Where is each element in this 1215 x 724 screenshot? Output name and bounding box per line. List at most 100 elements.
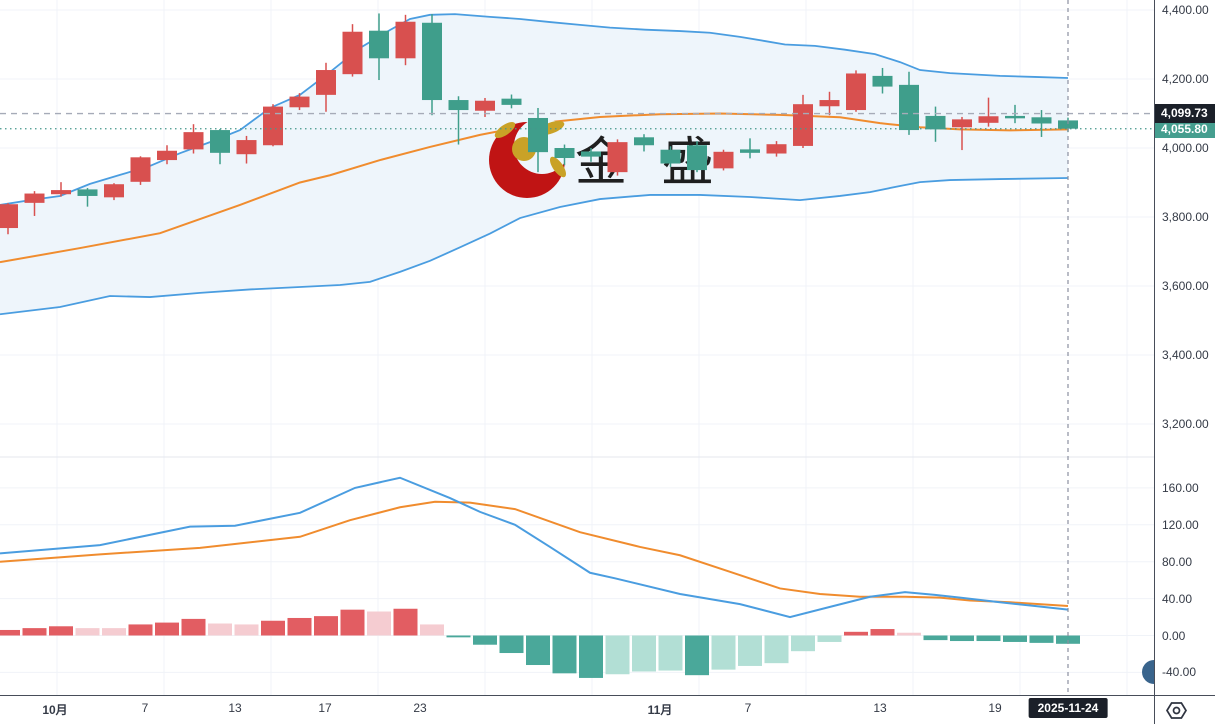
price-axis-separator [1154,0,1155,724]
macd-histogram-bar [844,631,868,636]
price-tick-label: 0.00 [1162,628,1186,643]
macd-histogram-bar [0,629,20,636]
price-tick-label: 80.00 [1162,554,1193,569]
macd-histogram-bar [605,635,630,675]
candle-body [899,84,919,131]
price-tick-label: 3,400.00 [1162,348,1209,362]
macd-histogram-bar [155,622,179,636]
last-close-price-tag: 4,099.73 [1155,103,1215,123]
macd-histogram-bar [526,635,550,666]
candle-body [528,117,548,153]
time-tick-label: 19 [988,701,1002,715]
candle-body [1058,120,1078,129]
macd-histogram-bar [340,609,365,636]
macd-histogram-bar [367,611,391,636]
current-price-tag: 4,055.80 [1155,120,1215,138]
time-axis[interactable]: 2025-11-24 10月 7 13 17 23 11月 7 13 19 [0,696,1215,724]
candle-body [0,204,18,229]
macd-histogram-bar [976,635,1001,642]
price-tick-label: 160.00 [1162,480,1199,495]
macd-histogram-bar [22,628,47,636]
macd-histogram-bar [287,617,312,636]
candle-body [713,151,734,169]
time-tick-label: 13 [228,701,242,715]
candle-body [448,100,469,111]
candle-body [316,70,336,95]
candle-body [607,142,628,173]
candle-body [24,193,45,203]
candle-body [687,145,707,171]
price-tick-label: 4,200.00 [1162,72,1209,86]
price-tick-label: -40.00 [1162,665,1197,680]
price-tick-label: 4,400.00 [1162,3,1209,17]
macd-line [0,476,1069,619]
candle-body [475,100,495,111]
boll-lower-line [0,177,1069,316]
macd-histogram-bar [499,635,524,654]
instrument-flag-icon[interactable] [1163,699,1190,722]
macd-histogram-bar [579,635,603,678]
last-close-value: 4,099.73 [1161,105,1208,120]
macd-histogram-bar [632,635,656,672]
macd-histogram-bar [314,616,338,636]
time-tick-label: 7 [744,701,752,715]
macd-histogram-bar [870,629,895,636]
candle-body [369,30,389,59]
price-tick-label: 3,600.00 [1162,279,1209,293]
candle-body [554,148,575,159]
time-tick-label: 23 [413,701,427,715]
macd-histogram-bar [764,635,789,664]
time-tick-label: 17 [318,701,332,715]
price-tick-label: 40.00 [1162,591,1193,606]
candle-body [766,144,787,154]
macd-histogram-bar [685,635,709,676]
price-tick-label: 4,000.00 [1162,141,1209,155]
candle-body [846,73,866,111]
boll-upper-line [0,13,1069,206]
candle-body [740,149,760,153]
macd-histogram-bar [791,635,815,652]
price-tick-label: 120.00 [1162,517,1199,532]
candle-body [157,150,177,161]
candle-body [183,132,204,150]
candle-body [422,22,442,101]
macd-histogram-bar [420,624,444,636]
candle-body [236,140,257,155]
current-date-badge: 2025-11-24 [1028,698,1108,718]
candle-body [872,75,893,87]
macd-histogram-bar [208,623,232,636]
macd-histogram-bar [75,628,100,636]
candle-body [793,104,813,146]
candle-body [952,119,972,128]
macd-histogram-bar [49,626,73,636]
candle-body [501,98,522,105]
macd-histogram-bar [552,635,577,674]
current-price-value: 4,055.80 [1161,121,1208,136]
candle-body [634,137,654,146]
candle-body [660,149,681,164]
macd-histogram-bar [1003,635,1027,642]
macd-histogram-bar [393,608,418,636]
candle-body [1005,115,1025,119]
macd-histogram-bar [234,624,259,636]
macd-histogram-bar [102,628,126,636]
candle-body [289,96,310,108]
time-axis-separator [0,695,1215,696]
time-tick-label: 13 [873,701,887,715]
macd-histogram-bar [950,635,974,642]
candle-body [130,157,151,182]
candle-body [104,184,124,198]
candle-body [51,190,71,195]
macd-histogram-bar [446,635,471,638]
macd-histogram-bar [261,620,285,636]
macd-histogram-bar [923,635,948,641]
candle-body [1031,117,1052,124]
price-tick-label: 3,800.00 [1162,210,1209,224]
macd-histogram-bar [817,635,842,642]
price-tick-label: 3,200.00 [1162,417,1209,431]
candle-body [581,151,601,157]
time-tick-label: 7 [141,701,149,715]
candle-body [263,106,283,146]
